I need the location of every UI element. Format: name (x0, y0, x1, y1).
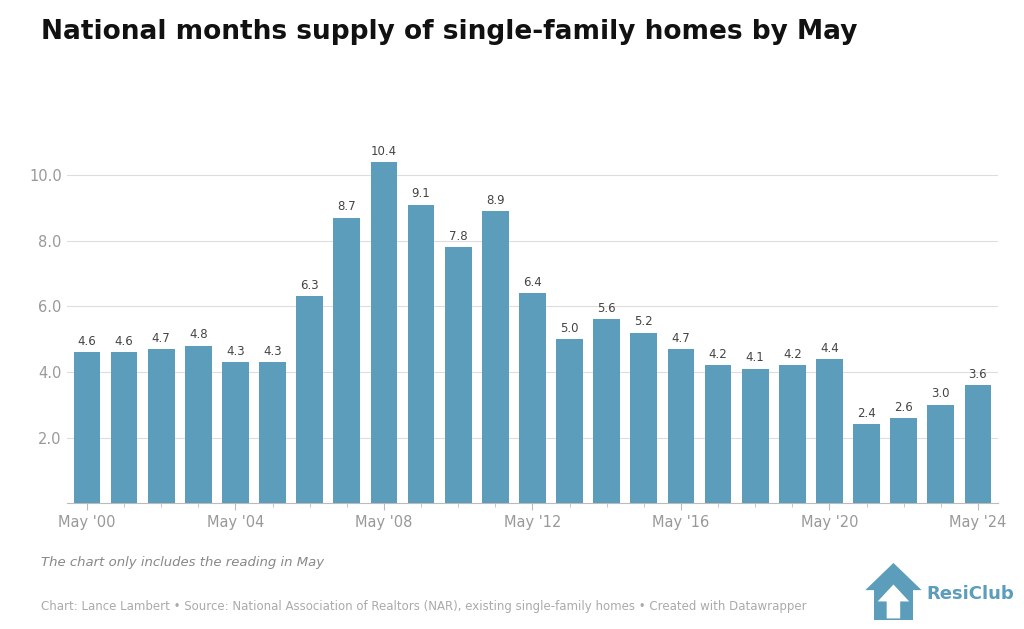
Text: 6.3: 6.3 (300, 279, 319, 292)
Polygon shape (878, 584, 909, 618)
Bar (928, 404, 954, 503)
Text: 3.6: 3.6 (969, 368, 987, 381)
Text: 4.6: 4.6 (115, 335, 133, 348)
Bar (593, 320, 621, 503)
Bar (147, 349, 175, 503)
Text: 4.7: 4.7 (152, 331, 171, 345)
Text: 3.0: 3.0 (932, 387, 950, 401)
Text: 9.1: 9.1 (412, 187, 430, 200)
Bar (873, 590, 913, 620)
Bar (741, 369, 769, 503)
Bar (222, 362, 249, 503)
Bar (556, 339, 583, 503)
Text: 8.7: 8.7 (338, 201, 356, 213)
Bar (779, 365, 806, 503)
Bar (890, 418, 918, 503)
Bar (259, 362, 286, 503)
Text: 4.4: 4.4 (820, 342, 839, 355)
Bar (705, 365, 731, 503)
Bar (185, 346, 212, 503)
Bar (111, 352, 137, 503)
Text: 4.1: 4.1 (745, 352, 765, 364)
Text: 5.2: 5.2 (635, 315, 653, 328)
Text: 4.3: 4.3 (226, 345, 245, 358)
Text: 2.6: 2.6 (894, 401, 913, 414)
Text: 2.4: 2.4 (857, 407, 876, 420)
Text: 5.6: 5.6 (597, 302, 616, 315)
Bar (296, 296, 324, 503)
Bar (816, 359, 843, 503)
Text: 4.7: 4.7 (672, 331, 690, 345)
Bar (519, 293, 546, 503)
Bar (74, 352, 100, 503)
Text: The chart only includes the reading in May: The chart only includes the reading in M… (41, 556, 324, 569)
Text: 4.2: 4.2 (783, 348, 802, 361)
Bar (482, 211, 509, 503)
Bar (371, 162, 397, 503)
Text: ResiClub: ResiClub (927, 586, 1015, 603)
Text: 4.8: 4.8 (189, 328, 208, 342)
Bar (334, 218, 360, 503)
Text: 8.9: 8.9 (486, 194, 505, 207)
Bar (444, 247, 472, 503)
Text: 7.8: 7.8 (449, 230, 468, 243)
Text: 4.3: 4.3 (263, 345, 282, 358)
Bar (853, 425, 880, 503)
Bar (408, 204, 434, 503)
Text: Chart: Lance Lambert • Source: National Association of Realtors (NAR), existing : Chart: Lance Lambert • Source: National … (41, 600, 807, 613)
Polygon shape (865, 563, 922, 590)
Bar (668, 349, 694, 503)
Text: 6.4: 6.4 (523, 276, 542, 289)
Bar (631, 333, 657, 503)
Text: 4.6: 4.6 (78, 335, 96, 348)
Text: 4.2: 4.2 (709, 348, 727, 361)
Text: National months supply of single-family homes by May: National months supply of single-family … (41, 19, 857, 45)
Text: 5.0: 5.0 (560, 322, 579, 335)
Bar (965, 385, 991, 503)
Text: 10.4: 10.4 (371, 145, 397, 158)
